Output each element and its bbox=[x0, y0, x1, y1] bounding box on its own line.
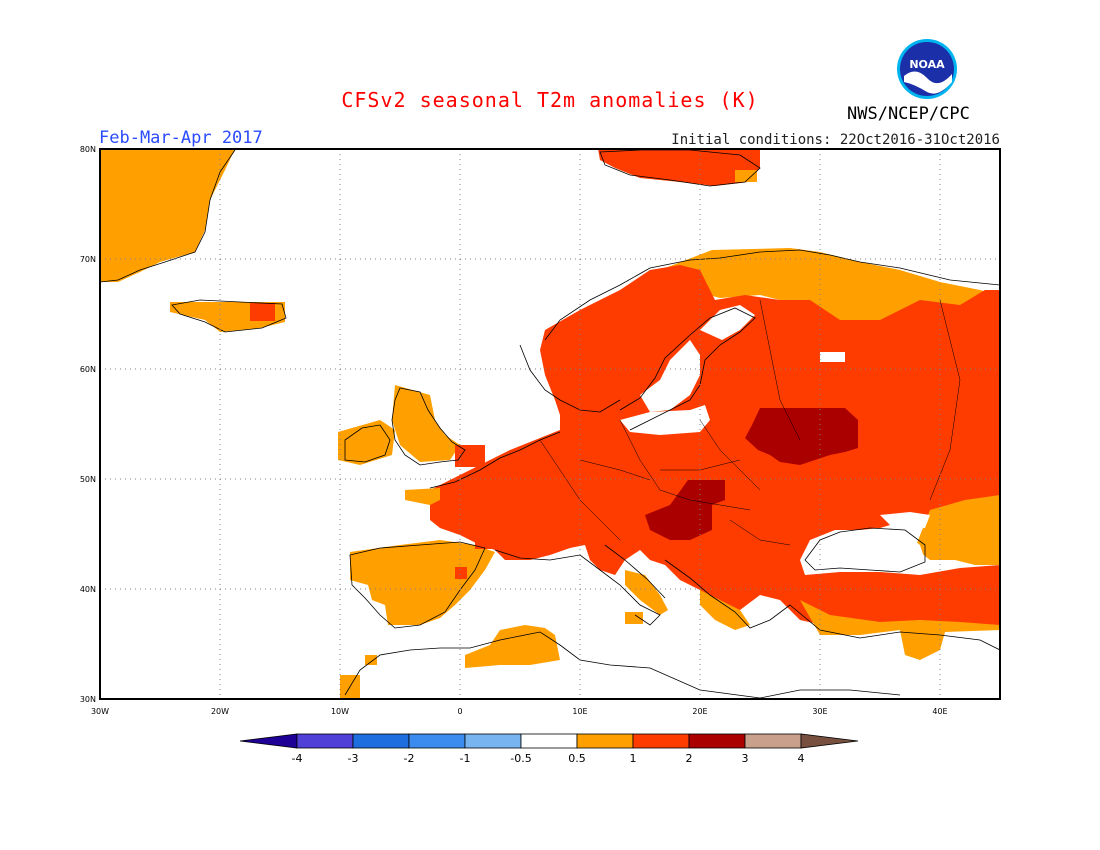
anomaly-region-italy-edge bbox=[625, 570, 668, 615]
colorbar-swatch-3 bbox=[408, 733, 466, 749]
colorbar-swatch-6 bbox=[576, 733, 634, 749]
lon-label-20e: 20E bbox=[692, 707, 707, 716]
lon-label-0: 0 bbox=[457, 707, 462, 716]
lat-label-40: 40N bbox=[80, 585, 96, 594]
coastline-iceland bbox=[171, 299, 287, 333]
anomaly-region-caucasus bbox=[915, 495, 1000, 565]
anomaly-region-greece-edge bbox=[700, 590, 750, 630]
lon-axis: 30W 20W 10W 0 10E 20E 30E 40E bbox=[91, 707, 948, 716]
colorbar-swatch-0 bbox=[239, 733, 298, 749]
anomaly-region-pyrenees bbox=[475, 537, 495, 549]
lon-label-10e: 10E bbox=[572, 707, 587, 716]
graticule bbox=[100, 149, 1000, 699]
coastline-med-north bbox=[494, 549, 661, 626]
lon-label-10w: 10W bbox=[331, 707, 349, 716]
lat-label-30: 30N bbox=[80, 695, 96, 704]
coastline-uk bbox=[391, 387, 466, 466]
colorbar-label-neg1: -1 bbox=[460, 752, 471, 765]
lat-label-60: 60N bbox=[80, 365, 96, 374]
lon-label-30w: 30W bbox=[91, 707, 109, 716]
colorbar-swatch-5 bbox=[520, 733, 578, 749]
coastline-iberia bbox=[349, 541, 486, 629]
anomaly-region-crimea-white bbox=[880, 512, 930, 530]
anomaly-region-hungary-core bbox=[645, 480, 725, 540]
anomaly-region-iberia bbox=[350, 540, 495, 625]
colorbar-label-neg2: -2 bbox=[404, 752, 415, 765]
anomaly-region-ireland bbox=[338, 420, 395, 465]
colorbar-swatch-8 bbox=[688, 733, 746, 749]
anomaly-region-baltic-white bbox=[640, 340, 700, 412]
map-frame bbox=[99, 148, 1001, 700]
colorbar-labels: -4 -3 -2 -1 -0.5 0.5 1 2 3 4 bbox=[292, 752, 805, 765]
colorbar-swatch-7 bbox=[632, 733, 690, 749]
anomaly-region-black-sea-white bbox=[805, 530, 925, 570]
lat-axis: 80N 70N 60N 50N 40N 30N bbox=[80, 145, 96, 704]
coastline-africa bbox=[344, 631, 901, 699]
colorbar-label-1: 1 bbox=[630, 752, 637, 765]
anomaly-region-north-africa bbox=[465, 625, 560, 668]
colorbar-label-05: 0.5 bbox=[568, 752, 586, 765]
coastline-baltic bbox=[619, 307, 756, 431]
coastline-scandinavia bbox=[544, 249, 1000, 341]
coastline-balkans bbox=[664, 559, 791, 629]
anomaly-region-baltic2-white bbox=[620, 405, 710, 435]
anomaly-region-iberia-core bbox=[455, 567, 467, 579]
anomaly-region-svalbard bbox=[598, 149, 760, 186]
anomaly-region-turkey-edge bbox=[800, 600, 1000, 660]
anomaly-region-morocco-spot bbox=[365, 655, 377, 665]
anomaly-region-biscay bbox=[405, 488, 440, 505]
colorbar-swatch-2 bbox=[352, 733, 410, 749]
colorbar-label-neg3: -3 bbox=[348, 752, 359, 765]
lat-label-80: 80N bbox=[80, 145, 96, 154]
anomaly-region-svalbard-edge bbox=[735, 170, 757, 182]
lat-label-50: 50N bbox=[80, 475, 96, 484]
lon-label-30e: 30E bbox=[812, 707, 827, 716]
anomaly-region-greenland bbox=[100, 149, 235, 282]
colorbar-swatch-10 bbox=[800, 733, 859, 749]
agency-label: NWS/NCEP/CPC bbox=[847, 104, 970, 124]
coastline-greenland bbox=[100, 149, 236, 283]
anomaly-region-uk bbox=[392, 385, 460, 462]
season-label: Feb-Mar-Apr 2017 bbox=[99, 128, 263, 148]
coastline-ireland bbox=[344, 424, 391, 463]
chart-title: CFSv2 seasonal T2m anomalies (K) bbox=[341, 88, 759, 112]
anomaly-region-europe bbox=[430, 265, 1000, 630]
colorbar-label-neg4: -4 bbox=[292, 752, 303, 765]
anomaly-field bbox=[100, 149, 1000, 699]
coastline-norway-west bbox=[519, 344, 621, 413]
colorbar-label-neg05: -0.5 bbox=[510, 752, 531, 765]
lat-label-70: 70N bbox=[80, 255, 96, 264]
colorbar-label-4: 4 bbox=[798, 752, 805, 765]
initial-conditions: Initial conditions: 22Oct2016-31Oct2016 bbox=[671, 132, 1000, 148]
anomaly-region-russia-white bbox=[820, 352, 845, 362]
anomaly-region-bothnia-white bbox=[700, 305, 755, 340]
colorbar-label-3: 3 bbox=[742, 752, 749, 765]
colorbar-swatch-9 bbox=[744, 733, 802, 749]
coastline-black-sea bbox=[804, 527, 926, 573]
lon-label-20w: 20W bbox=[211, 707, 229, 716]
anomaly-region-netherlands bbox=[455, 445, 485, 467]
anomaly-region-iceland-core bbox=[250, 303, 275, 321]
colorbar-label-2: 2 bbox=[686, 752, 693, 765]
colorbar-swatch-1 bbox=[296, 733, 354, 749]
anomaly-region-sicily bbox=[625, 612, 643, 624]
colorbar bbox=[239, 733, 859, 749]
lon-label-40e: 40E bbox=[932, 707, 947, 716]
anomaly-region-belarus-core bbox=[745, 408, 858, 465]
noaa-logo-text: NOAA bbox=[909, 58, 945, 71]
noaa-logo: NOAA bbox=[897, 39, 957, 99]
colorbar-swatch-4 bbox=[464, 733, 522, 749]
coastline-italy-east bbox=[604, 544, 666, 599]
